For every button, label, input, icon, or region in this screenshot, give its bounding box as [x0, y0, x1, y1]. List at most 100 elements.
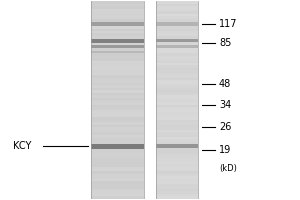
- Text: 26: 26: [219, 122, 231, 132]
- Bar: [91, 78, 144, 80]
- Bar: [91, 105, 144, 107]
- Bar: [91, 45, 144, 48]
- Bar: [91, 189, 144, 191]
- Bar: [91, 152, 144, 154]
- Bar: [91, 154, 144, 157]
- Bar: [91, 16, 144, 19]
- Bar: [156, 137, 198, 139]
- Bar: [91, 53, 144, 56]
- Bar: [91, 120, 144, 122]
- Bar: [156, 22, 198, 26]
- Bar: [91, 127, 144, 130]
- Bar: [156, 105, 198, 107]
- Text: 34: 34: [219, 100, 231, 110]
- Bar: [156, 48, 198, 51]
- Bar: [91, 149, 144, 152]
- Bar: [156, 127, 198, 130]
- Bar: [91, 29, 144, 31]
- Bar: [91, 65, 144, 68]
- Bar: [156, 4, 198, 6]
- Bar: [91, 33, 144, 36]
- Bar: [156, 38, 198, 41]
- Bar: [156, 139, 198, 142]
- Bar: [156, 110, 198, 112]
- Bar: [91, 43, 144, 46]
- Bar: [91, 68, 144, 70]
- Bar: [156, 132, 198, 135]
- Bar: [156, 36, 198, 38]
- Bar: [156, 21, 198, 24]
- Bar: [156, 179, 198, 181]
- Bar: [91, 51, 144, 53]
- Bar: [91, 137, 144, 139]
- Bar: [156, 176, 198, 179]
- Bar: [91, 130, 144, 132]
- Bar: [156, 95, 198, 98]
- Bar: [156, 174, 198, 176]
- Bar: [91, 191, 144, 194]
- Bar: [91, 164, 144, 167]
- Bar: [91, 51, 144, 53]
- Bar: [91, 167, 144, 169]
- Text: (kD): (kD): [219, 164, 237, 173]
- Bar: [91, 46, 144, 48]
- Bar: [91, 184, 144, 186]
- Bar: [156, 181, 198, 184]
- Bar: [91, 176, 144, 179]
- Bar: [91, 26, 144, 29]
- Bar: [156, 58, 198, 61]
- Bar: [156, 117, 198, 120]
- Bar: [91, 1, 144, 199]
- Bar: [91, 100, 144, 102]
- Bar: [156, 152, 198, 154]
- Bar: [91, 169, 144, 171]
- Bar: [156, 88, 198, 90]
- Bar: [156, 51, 198, 53]
- Bar: [91, 90, 144, 93]
- Bar: [91, 117, 144, 120]
- Bar: [156, 147, 198, 149]
- Bar: [156, 63, 198, 65]
- Bar: [156, 41, 198, 43]
- Bar: [91, 56, 144, 58]
- Bar: [91, 186, 144, 189]
- Bar: [91, 102, 144, 105]
- Bar: [156, 33, 198, 36]
- Bar: [91, 132, 144, 135]
- Bar: [91, 142, 144, 144]
- Bar: [91, 144, 144, 147]
- Bar: [156, 125, 198, 127]
- Bar: [156, 19, 198, 21]
- Bar: [156, 157, 198, 159]
- Bar: [91, 157, 144, 159]
- Bar: [91, 4, 144, 6]
- Bar: [156, 98, 198, 100]
- Bar: [156, 26, 198, 29]
- Bar: [156, 80, 198, 83]
- Bar: [91, 36, 144, 38]
- Bar: [156, 31, 198, 33]
- Bar: [156, 164, 198, 167]
- Bar: [156, 46, 198, 48]
- Bar: [91, 58, 144, 61]
- Bar: [91, 98, 144, 100]
- Bar: [91, 147, 144, 149]
- Bar: [156, 142, 198, 144]
- Bar: [91, 14, 144, 16]
- Bar: [91, 63, 144, 65]
- Bar: [156, 162, 198, 164]
- Bar: [91, 112, 144, 115]
- Bar: [91, 125, 144, 127]
- Bar: [156, 189, 198, 191]
- Bar: [91, 162, 144, 164]
- Bar: [91, 95, 144, 98]
- Bar: [156, 167, 198, 169]
- Bar: [91, 39, 144, 43]
- Bar: [156, 61, 198, 63]
- Bar: [156, 171, 198, 174]
- Bar: [156, 154, 198, 157]
- Bar: [156, 75, 198, 78]
- Bar: [156, 65, 198, 68]
- Bar: [91, 73, 144, 75]
- Bar: [156, 6, 198, 9]
